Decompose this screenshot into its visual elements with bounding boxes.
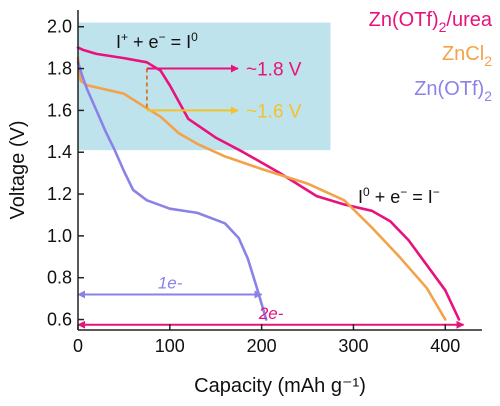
series-line-2 [76, 60, 268, 321]
x-axis-label: Capacity (mAh g⁻¹) [194, 375, 366, 397]
reaction-iodine-2-part-0: I [358, 187, 363, 207]
series-line-1 [76, 56, 447, 321]
reaction-iodine-1-part-2: + e [128, 32, 159, 52]
span-1e-label: 1e- [158, 273, 183, 292]
legend-entry-1-sub: 2 [484, 53, 492, 69]
y-tick-label-5: 1.6 [47, 100, 72, 120]
x-tick-label-0: 0 [73, 336, 83, 356]
legend-entry-2: Zn(OTf)2 [414, 78, 492, 104]
reaction-iodine-2: I0 + e− = I− [358, 185, 440, 207]
reaction-iodine-1-part-0: I [116, 32, 121, 52]
level-low-label: ~1.6 V [246, 101, 302, 122]
reaction-iodine-2-part-1: 0 [363, 185, 370, 199]
reaction-iodine-2-part-3: − [400, 185, 407, 199]
x-tick-label-3: 300 [338, 336, 368, 356]
x-tick-label-2: 200 [247, 336, 277, 356]
legend-entry-0-sub: 2 [439, 19, 447, 35]
legend-entry-2-base: Zn(OTf) [414, 78, 484, 100]
reaction-iodine-2-part-5: − [433, 185, 440, 199]
y-tick-label-6: 1.8 [47, 59, 72, 79]
series-line-0 [76, 46, 461, 321]
legend-entry-1: ZnCl2 [442, 43, 492, 69]
reaction-iodine-1-part-5: 0 [191, 30, 198, 44]
x-tick-label-4: 400 [430, 336, 460, 356]
reaction-iodine-1: I+ + e− = I0 [116, 30, 198, 52]
x-tick-label-1: 100 [155, 336, 185, 356]
legend-entry-0-base: Zn(OTf) [369, 9, 439, 31]
reaction-iodine-2-part-4: = I [407, 187, 433, 207]
y-tick-label-4: 1.4 [47, 142, 72, 162]
y-tick-label-2: 1.0 [47, 226, 72, 246]
legend-entry-1-base: ZnCl [442, 43, 484, 65]
reaction-iodine-1-part-3: − [159, 30, 166, 44]
y-axis-label: Voltage (V) [7, 121, 29, 220]
legend-entry-0: Zn(OTf)2/urea [369, 9, 493, 35]
y-tick-label-7: 2.0 [47, 17, 72, 37]
legend-entry-2-sub: 2 [484, 88, 492, 104]
reaction-iodine-1-part-1: + [121, 30, 128, 44]
y-tick-label-1: 0.8 [47, 268, 72, 288]
y-tick-label-3: 1.2 [47, 184, 72, 204]
reaction-iodine-2-part-2: + e [370, 187, 401, 207]
level-high-label: ~1.8 V [246, 60, 302, 81]
span-2e-label: 2e- [258, 304, 284, 323]
reaction-iodine-1-part-4: = I [166, 32, 192, 52]
legend-entry-0-tail: /urea [446, 9, 492, 31]
y-tick-label-0: 0.6 [47, 310, 72, 330]
